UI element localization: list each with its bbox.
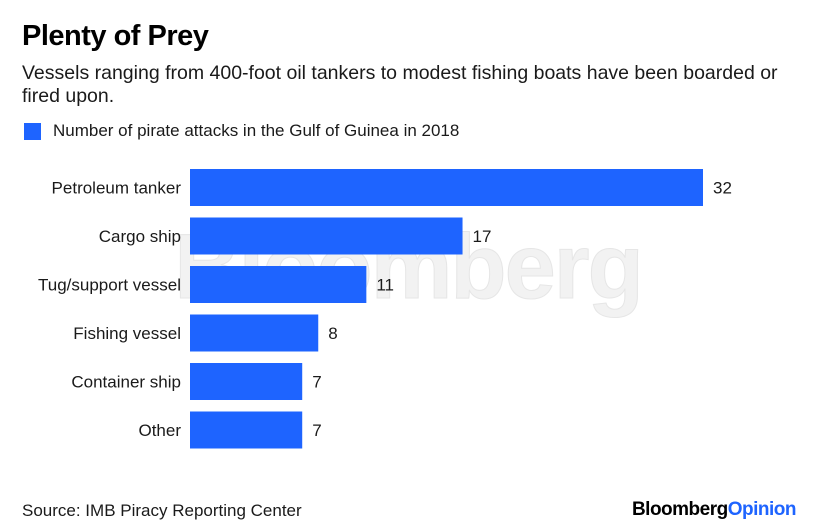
brand-logo: BloombergOpinion (631, 499, 797, 521)
value-label: 7 (312, 373, 321, 392)
value-label: 11 (376, 276, 394, 295)
legend: Number of pirate attacks in the Gulf of … (24, 121, 459, 141)
bars-layer: Petroleum tanker 32 Cargo ship 17 Tug/suppor… (38, 169, 732, 449)
legend-swatch (24, 122, 41, 140)
category-label: Fishing vessel (73, 324, 181, 343)
brand-logo-opinion: Opinion (727, 499, 797, 520)
value-label: 17 (473, 227, 492, 246)
legend-label: Number of pirate attacks in the Gulf of … (53, 121, 460, 140)
chart-subtitle: Vessels ranging from 400-foot oil tanker… (22, 62, 778, 107)
bar (190, 266, 367, 303)
bar (190, 217, 463, 255)
value-label: 8 (328, 324, 337, 343)
bar (190, 314, 319, 352)
category-label: Petroleum tanker (52, 179, 182, 198)
value-label: 32 (713, 179, 732, 198)
brand-logo-bloomberg: Bloomberg (631, 499, 728, 520)
chart-title: Plenty of Prey (22, 20, 209, 52)
bar (190, 411, 303, 449)
category-label: Tug/support vessel (38, 276, 181, 295)
value-label: 7 (312, 421, 321, 440)
category-label: Cargo ship (99, 227, 181, 246)
category-label: Container ship (71, 373, 181, 392)
category-label: Other (138, 421, 181, 440)
source-note: Source: IMB Piracy Reporting Center (22, 501, 302, 520)
bar (190, 169, 703, 206)
bar (190, 363, 303, 400)
